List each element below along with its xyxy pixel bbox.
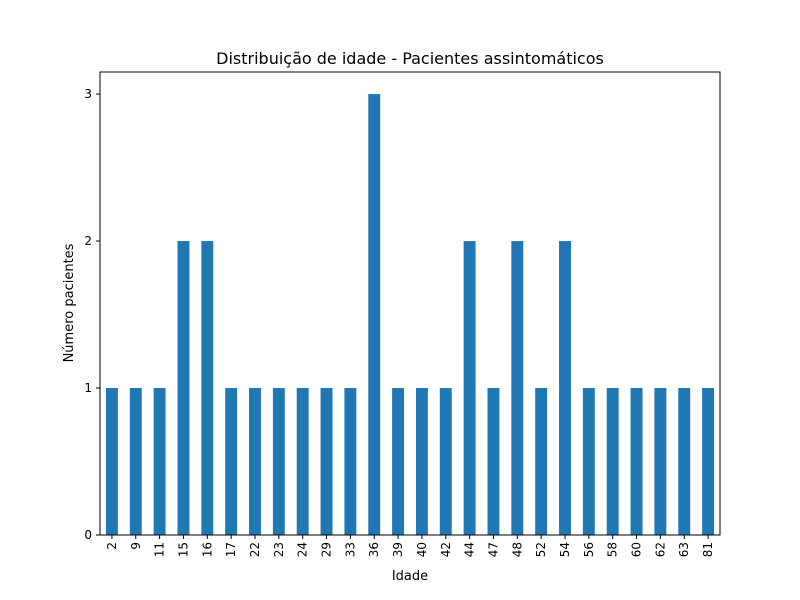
x-tick-label: 16	[200, 542, 214, 557]
bar-58	[606, 388, 619, 535]
x-tick-label: 2	[105, 542, 119, 550]
bar-23	[272, 388, 285, 535]
x-tick-label: 56	[582, 542, 596, 557]
bar-16	[201, 241, 214, 535]
x-tick-label: 29	[320, 542, 334, 557]
x-tick-label: 17	[224, 542, 238, 557]
x-axis-ticks: 2 9 11 15 16 17 22 23 24 29 33 36 39 40 42 44 47 48 52 54 56…	[105, 535, 715, 557]
x-tick-label: 40	[415, 542, 429, 557]
bar-42	[439, 388, 452, 535]
bar-2	[105, 388, 118, 535]
bar-11	[153, 388, 166, 535]
x-tick-label: 58	[606, 542, 620, 557]
x-tick-label: 60	[630, 542, 644, 557]
x-tick-label: 63	[677, 542, 691, 557]
x-tick-label: 62	[653, 542, 667, 557]
bar-39	[392, 388, 405, 535]
plot-frame	[99, 71, 721, 536]
x-tick-label: 15	[176, 542, 190, 557]
x-tick-label: 33	[343, 542, 357, 557]
x-tick-label: 39	[391, 542, 405, 557]
x-tick-label: 42	[439, 542, 453, 557]
bar-9	[129, 388, 142, 535]
bar-63	[678, 388, 691, 535]
x-tick-label: 11	[153, 542, 167, 557]
bar-17	[225, 388, 238, 535]
chart-title: Distribuição de idade - Pacientes assint…	[216, 49, 604, 68]
bar-47	[487, 388, 500, 535]
y-tick-label: 0	[84, 528, 92, 542]
bar-22	[249, 388, 261, 535]
x-tick-label: 22	[248, 542, 262, 557]
x-tick-label: 23	[272, 542, 286, 557]
bar-33	[344, 388, 357, 535]
bar-40	[415, 388, 428, 535]
bar-36	[368, 94, 381, 536]
x-tick-label: 9	[129, 542, 143, 550]
bar-62	[654, 388, 667, 535]
x-tick-label: 81	[701, 542, 715, 557]
y-axis-ticks: 0 1 2 3	[84, 87, 100, 542]
y-tick-label: 3	[84, 87, 92, 101]
x-tick-label: 36	[367, 542, 381, 557]
y-axis-label: Número pacientes	[62, 243, 77, 362]
x-tick-label: 54	[558, 542, 572, 557]
bars-group	[105, 94, 715, 536]
x-tick-label: 47	[486, 542, 500, 557]
bar-81	[702, 388, 715, 535]
y-tick-label: 1	[84, 381, 92, 395]
bar-24	[296, 388, 309, 535]
bar-15	[177, 241, 190, 535]
bar-48	[511, 241, 524, 535]
x-tick-label: 52	[534, 542, 548, 557]
x-tick-label: 48	[510, 542, 524, 557]
x-tick-label: 44	[463, 542, 477, 557]
bar-44	[463, 241, 476, 535]
y-tick-label: 2	[84, 234, 92, 248]
x-tick-label: 24	[296, 542, 310, 557]
bar-52	[535, 388, 548, 535]
bar-60	[630, 388, 643, 535]
bar-56	[582, 388, 595, 535]
bar-54	[559, 241, 571, 535]
x-axis-label: Idade	[392, 569, 428, 584]
bar-29	[320, 388, 333, 535]
